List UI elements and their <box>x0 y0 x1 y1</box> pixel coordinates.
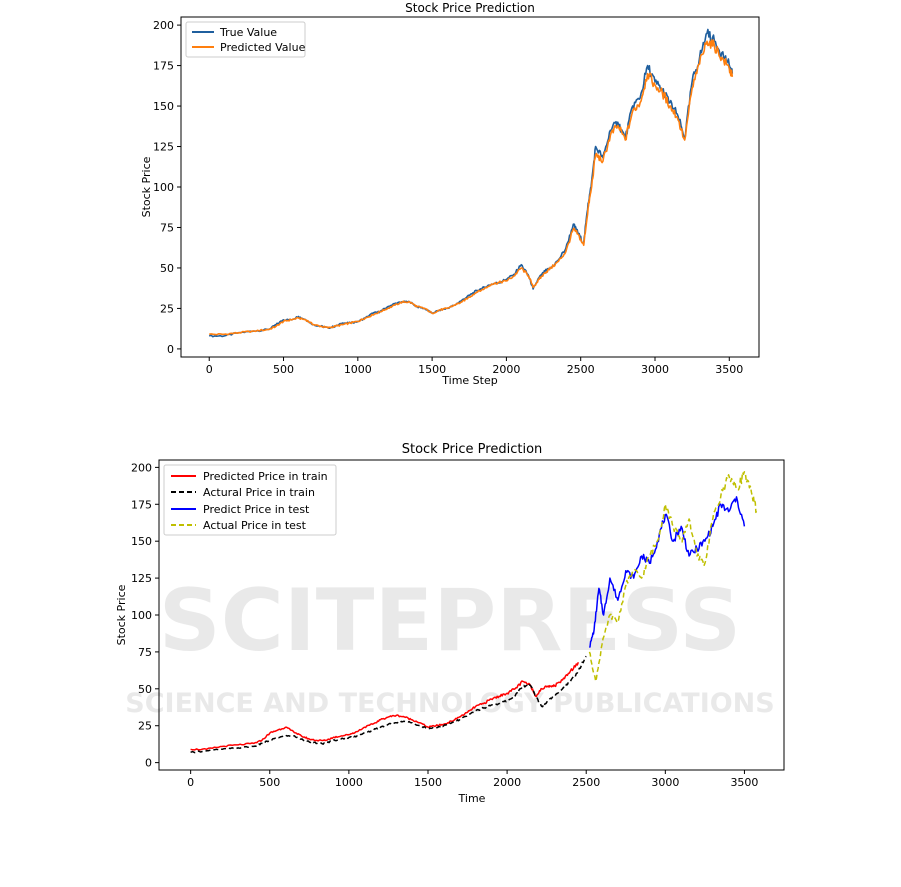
y-tick-label: 175 <box>153 60 174 73</box>
chart-top-x-label: Time Step <box>441 374 497 387</box>
legend-label-actual-test: Actual Price in test <box>203 519 307 532</box>
series-line-true-value <box>208 28 734 338</box>
series-line-actural-price-in-train <box>190 655 587 754</box>
chart-bottom-legend: Predicted Price in train Actural Price i… <box>163 464 337 536</box>
series-line-predict-price-in-test <box>588 496 746 649</box>
watermark-sub: SCIENCE AND TECHNOLOGY PUBLICATIONS <box>125 688 774 719</box>
x-tick-label: 500 <box>273 363 294 376</box>
chart-bottom-title: Stock Price Prediction <box>402 442 543 457</box>
y-tick-label: 200 <box>131 461 152 474</box>
legend-label-predicted-value: Predicted Value <box>220 41 306 54</box>
x-tick-label: 3000 <box>651 776 679 789</box>
watermark-main: SCITEPRESS <box>159 571 741 671</box>
legend-label-true-value: True Value <box>219 26 277 39</box>
y-tick-label: 50 <box>138 683 152 696</box>
x-tick-label: 1000 <box>335 776 363 789</box>
x-tick-label: 1500 <box>418 363 446 376</box>
series-line-actual-price-in-test <box>588 471 758 683</box>
legend-label-predicted-train: Predicted Price in train <box>203 470 328 483</box>
y-tick-label: 150 <box>131 535 152 548</box>
chart-top-legend: True Value Predicted Value <box>185 21 306 58</box>
x-tick-label: 3000 <box>641 363 669 376</box>
y-tick-label: 75 <box>160 221 174 234</box>
chart-bottom-plot-area <box>190 471 758 754</box>
x-tick-label: 1000 <box>344 363 372 376</box>
x-tick-label: 500 <box>259 776 280 789</box>
chart-top-title: Stock Price Prediction <box>405 1 535 15</box>
legend-label-predict-test: Predict Price in test <box>203 503 310 516</box>
y-tick-label: 100 <box>153 181 174 194</box>
y-tick-label: 150 <box>153 100 174 113</box>
chart-bottom-x-label: Time <box>458 792 486 805</box>
legend-label-actual-train: Actural Price in train <box>203 486 315 499</box>
y-tick-label: 25 <box>138 720 152 733</box>
x-tick-label: 0 <box>187 776 194 789</box>
series-line-predicted-value <box>209 39 734 336</box>
chart-top-frame <box>180 16 760 358</box>
y-tick-label: 50 <box>160 262 174 275</box>
x-tick-label: 0 <box>206 363 213 376</box>
y-tick-label: 0 <box>145 757 152 770</box>
x-tick-label: 3500 <box>715 363 743 376</box>
chart-bottom-y-label: Stock Price <box>115 584 128 645</box>
chart-bottom: Stock Price Prediction 0 500 1000 1500 2000 2… <box>115 442 785 805</box>
x-tick-label: 2500 <box>572 776 600 789</box>
y-tick-label: 75 <box>138 646 152 659</box>
x-tick-label: 2000 <box>492 363 520 376</box>
y-tick-label: 125 <box>131 572 152 585</box>
chart-bottom-legend-box <box>163 464 337 536</box>
y-tick-label: 200 <box>153 19 174 32</box>
y-tick-label: 0 <box>167 343 174 356</box>
series-line-predicted-price-in-train <box>190 661 580 751</box>
x-tick-label: 3500 <box>730 776 758 789</box>
chart-top-plot-area <box>208 28 734 338</box>
y-tick-label: 125 <box>153 141 174 154</box>
chart-top-legend-box <box>185 21 306 58</box>
x-tick-label: 2500 <box>567 363 595 376</box>
y-tick-label: 100 <box>131 609 152 622</box>
x-tick-label: 1500 <box>414 776 442 789</box>
chart-top-y-label: Stock Price <box>140 156 153 217</box>
y-tick-label: 25 <box>160 302 174 315</box>
chart-top-y-ticks: 0 25 50 75 100 125 150 175 200 <box>153 19 181 356</box>
watermark: SCITEPRESS SCIENCE AND TECHNOLOGY PUBLIC… <box>125 571 774 719</box>
x-tick-label: 2000 <box>493 776 521 789</box>
chart-top-x-ticks: 0 500 1000 1500 2000 2500 3000 3500 <box>206 357 743 376</box>
chart-bottom-x-ticks: 0 500 1000 1500 2000 2500 3000 3500 <box>187 770 758 789</box>
chart-top: Stock Price Prediction 0 500 1000 1500 2000 2… <box>140 1 760 387</box>
y-tick-label: 175 <box>131 498 152 511</box>
chart-bottom-y-ticks: 0 25 50 75 100 125 150 175 200 <box>131 461 159 770</box>
